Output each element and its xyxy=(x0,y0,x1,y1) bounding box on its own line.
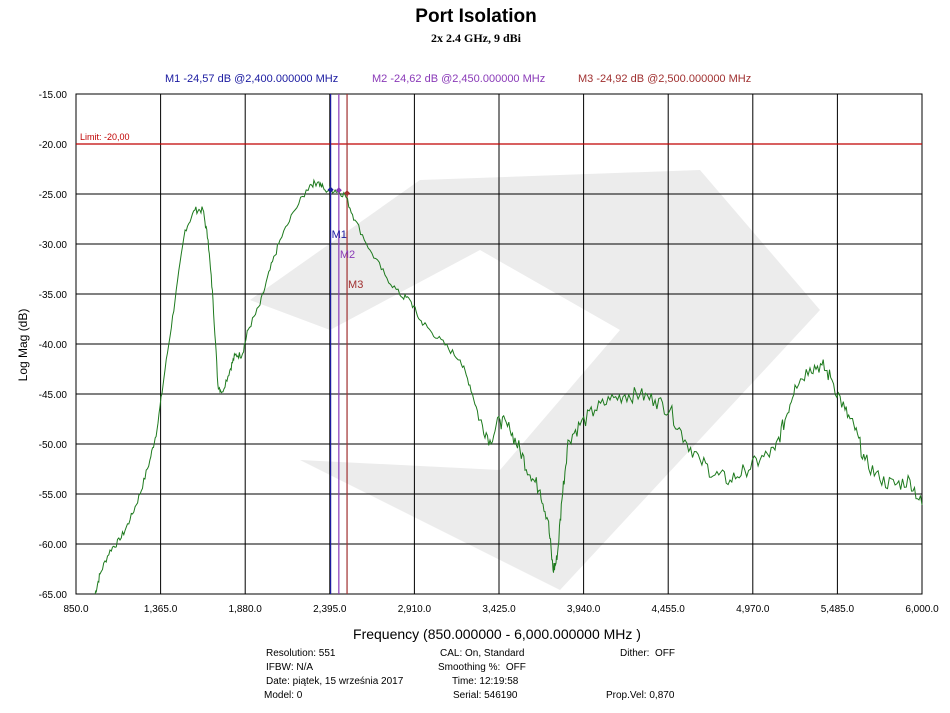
y-tick-label: -45.00 xyxy=(39,390,68,401)
marker-point-m1 xyxy=(327,186,334,193)
info-prop-vel: Prop.Vel: 0,870 xyxy=(606,690,675,701)
info-serial: Serial: 546190 xyxy=(453,690,518,701)
marker-label-m2: M2 xyxy=(340,249,355,261)
x-tick-label: 2,395.0 xyxy=(313,604,347,615)
y-axis-label: Log Mag (dB) xyxy=(16,309,30,382)
marker-point-m2 xyxy=(335,187,342,194)
y-tick-label: -25.00 xyxy=(39,190,68,201)
info-ifbw: IFBW: N/A xyxy=(266,662,314,673)
y-tick-label: -55.00 xyxy=(39,490,68,501)
chart-title: Port Isolation xyxy=(415,6,536,27)
x-tick-label: 4,970.0 xyxy=(736,604,770,615)
marker-label-m3: M3 xyxy=(348,279,363,291)
y-tick-label: -30.00 xyxy=(39,240,68,251)
y-tick-label: -65.00 xyxy=(39,590,68,601)
info-smoothing: Smoothing %: OFF xyxy=(438,662,526,673)
info-date: Date: piątek, 15 września 2017 xyxy=(266,676,404,687)
y-tick-label: -50.00 xyxy=(39,440,68,451)
x-tick-label: 3,425.0 xyxy=(482,604,516,615)
limit-label: Limit: -20,00 xyxy=(80,132,130,142)
info-time: Time: 12:19:58 xyxy=(452,676,519,687)
marker-label-m1: M1 xyxy=(332,229,347,241)
info-model: Model: 0 xyxy=(264,690,303,701)
y-tick-label: -15.00 xyxy=(39,90,68,101)
x-tick-label: 2,910.0 xyxy=(398,604,432,615)
x-axis-label: Frequency (850.000000 - 6,000.000000 MHz… xyxy=(353,626,641,642)
x-tick-label: 1,880.0 xyxy=(229,604,263,615)
info-cal: CAL: On, Standard xyxy=(440,648,525,659)
marker-readout-m3: M3 -24,92 dB @2,500.000000 MHz xyxy=(578,73,751,85)
info-dither: Dither: OFF xyxy=(620,648,676,659)
watermark-logo xyxy=(250,170,820,590)
x-tick-label: 850.0 xyxy=(63,604,88,615)
marker-readout-m1: M1 -24,57 dB @2,400.000000 MHz xyxy=(165,73,338,85)
y-tick-label: -60.00 xyxy=(39,540,68,551)
x-tick-label: 3,940.0 xyxy=(567,604,601,615)
y-tick-label: -20.00 xyxy=(39,140,68,151)
chart-subtitle: 2x 2.4 GHz, 9 dBi xyxy=(431,31,522,45)
trace-line-s21 xyxy=(94,178,923,595)
marker-point-m3 xyxy=(344,190,351,197)
x-tick-label: 1,365.0 xyxy=(144,604,178,615)
x-tick-label: 6,000.0 xyxy=(905,604,939,615)
info-resolution: Resolution: 551 xyxy=(266,648,336,659)
y-tick-label: -40.00 xyxy=(39,340,68,351)
x-tick-label: 4,455.0 xyxy=(652,604,686,615)
marker-readout-m2: M2 -24,62 dB @2,450.000000 MHz xyxy=(372,73,545,85)
y-tick-label: -35.00 xyxy=(39,290,68,301)
x-tick-label: 5,485.0 xyxy=(821,604,855,615)
